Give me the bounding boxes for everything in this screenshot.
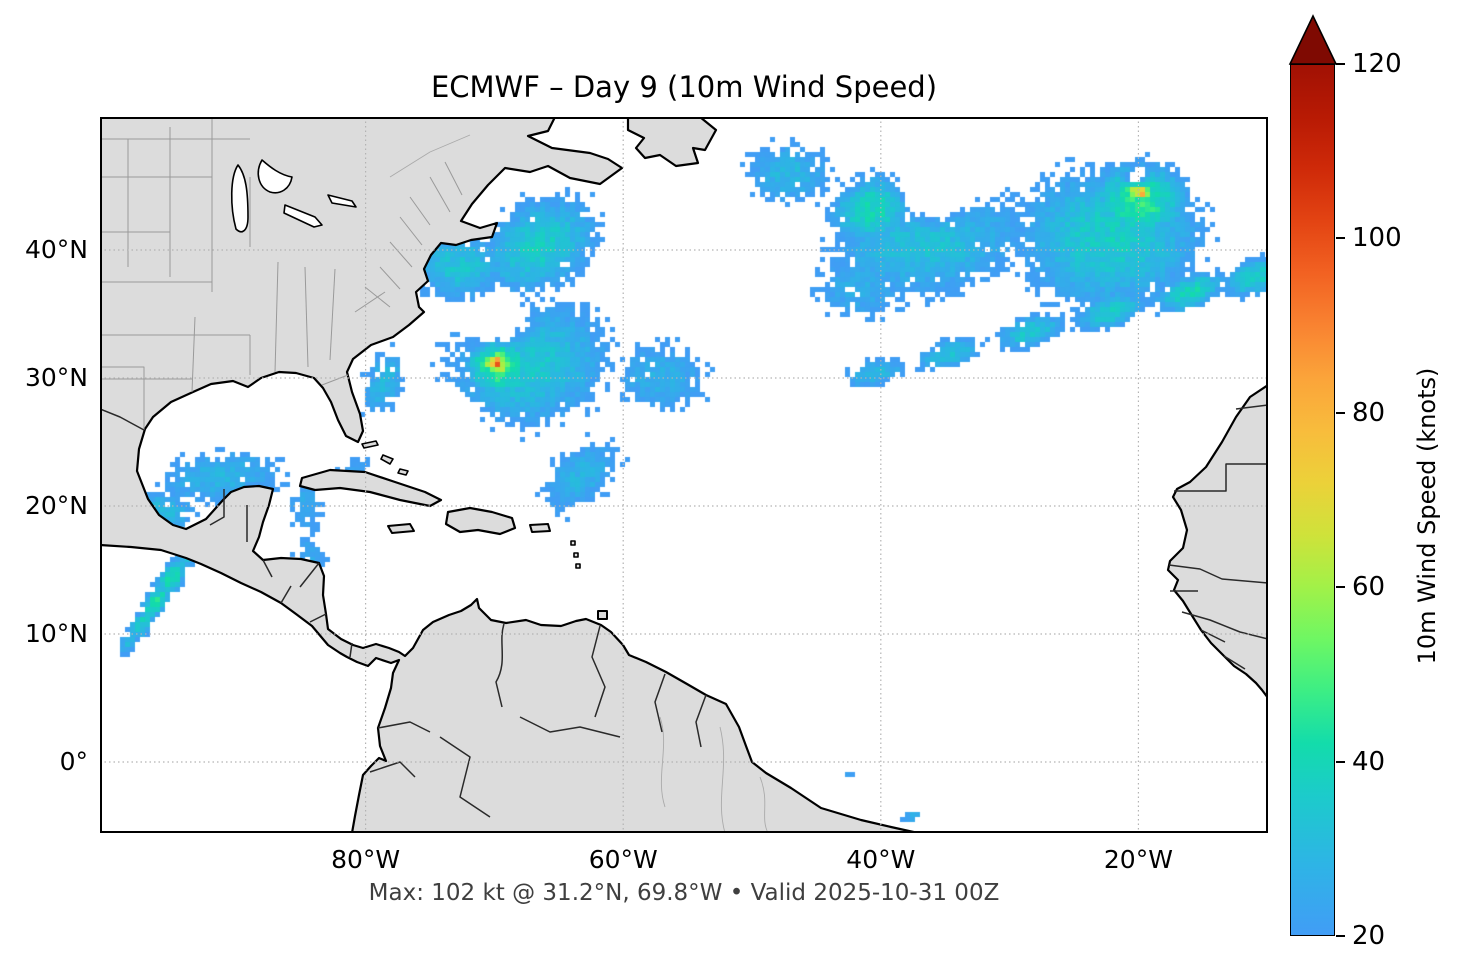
gridlines-and-border-layer (100, 117, 1268, 833)
state-border (329, 268, 336, 361)
country-border (262, 559, 273, 578)
state-border (321, 374, 349, 386)
colorbar (1290, 64, 1335, 936)
state-border (304, 266, 309, 368)
country-border (1235, 404, 1268, 410)
plot-title: ECMWF – Day 9 (10m Wind Speed) (430, 70, 938, 104)
state-border (444, 161, 463, 196)
country-border (495, 623, 505, 708)
colorbar-tick-mark (1336, 411, 1345, 414)
colorbar-tick-mark (1336, 63, 1345, 65)
state-border (379, 266, 401, 290)
country-border (519, 716, 621, 738)
country-border (309, 613, 327, 623)
hispaniola-island (444, 506, 517, 536)
puerto-rico-island (529, 523, 551, 533)
colorbar-tick-label: 60 (1352, 572, 1386, 603)
colorbar-tick-label: 20 (1352, 921, 1386, 951)
bahamas-island (397, 468, 409, 476)
country-border (349, 642, 353, 658)
state-border (354, 291, 386, 313)
country-border (1174, 463, 1268, 492)
trinidad-island (597, 610, 608, 620)
lesser-antilles-island (573, 552, 579, 558)
colorbar-axis-label: 10m Wind Speed (knots) (1413, 367, 1441, 665)
lesser-antilles-island (570, 540, 576, 546)
y-tick-label: 20°N (24, 490, 88, 520)
state-border (389, 241, 413, 268)
x-tick-label: 60°W (588, 845, 658, 874)
country-border (1168, 564, 1268, 584)
x-tick-label: 20°W (1103, 845, 1173, 874)
map-plot-area (100, 117, 1268, 833)
americas-landmass (100, 117, 920, 833)
land-coastlines-layer (100, 117, 1268, 833)
river (389, 134, 471, 178)
bahamas-island (380, 454, 394, 465)
y-tick-label: 40°N (24, 234, 88, 264)
country-border (591, 625, 606, 718)
state-border (399, 216, 423, 246)
state-border (100, 366, 145, 430)
colorbar-tick-mark (1336, 935, 1345, 937)
newfoundland-island (626, 117, 718, 168)
colorbar-over-arrow (1288, 14, 1338, 65)
colorbar-tick-mark (1336, 760, 1345, 763)
country-border (100, 408, 145, 431)
colorbar-tick-label: 100 (1352, 223, 1402, 254)
colorbar-tick-mark (1336, 586, 1345, 589)
country-border (695, 694, 707, 748)
country-border (439, 736, 491, 818)
colorbar-tick-mark (1336, 237, 1345, 240)
state-border (274, 261, 279, 373)
country-border (369, 761, 416, 778)
y-tick-label: 10°N (24, 618, 88, 648)
country-border (377, 721, 431, 733)
y-tick-label: 30°N (24, 362, 88, 392)
river (759, 776, 769, 833)
great-lake (327, 194, 357, 208)
colorbar-tick-label: 120 (1352, 49, 1402, 79)
great-lake (257, 159, 293, 194)
colorbar-tick-label: 80 (1352, 397, 1386, 428)
country-border (1223, 655, 1246, 670)
plot-subtitle: Max: 102 kt @ 31.2°N, 69.8°W • Valid 202… (368, 880, 1000, 906)
country-border (209, 489, 225, 526)
great-lake (283, 204, 323, 228)
state-border (429, 176, 451, 213)
y-tick-label: 0° (59, 746, 88, 776)
x-tick-label: 40°W (846, 845, 916, 874)
country-border (299, 562, 320, 588)
plot-border (100, 117, 1268, 833)
river (719, 726, 726, 833)
lesser-antilles-island (575, 563, 581, 569)
jamaica-island (387, 523, 415, 534)
state-border (409, 196, 431, 226)
state-border (191, 316, 196, 393)
colorbar-tick-label: 40 (1352, 746, 1386, 777)
country-border (654, 673, 666, 733)
country-border (1200, 629, 1226, 643)
great-lake (230, 164, 249, 233)
country-border (1181, 611, 1268, 640)
country-border (280, 585, 292, 604)
x-tick-label: 80°W (331, 845, 401, 874)
